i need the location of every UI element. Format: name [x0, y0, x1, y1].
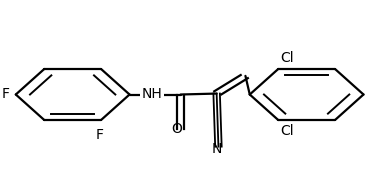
Text: NH: NH: [141, 88, 162, 101]
Text: F: F: [1, 88, 9, 101]
Text: N: N: [211, 142, 222, 156]
Text: F: F: [95, 128, 103, 142]
Text: Cl: Cl: [280, 51, 293, 65]
Text: O: O: [172, 122, 183, 136]
Text: Cl: Cl: [280, 124, 293, 138]
